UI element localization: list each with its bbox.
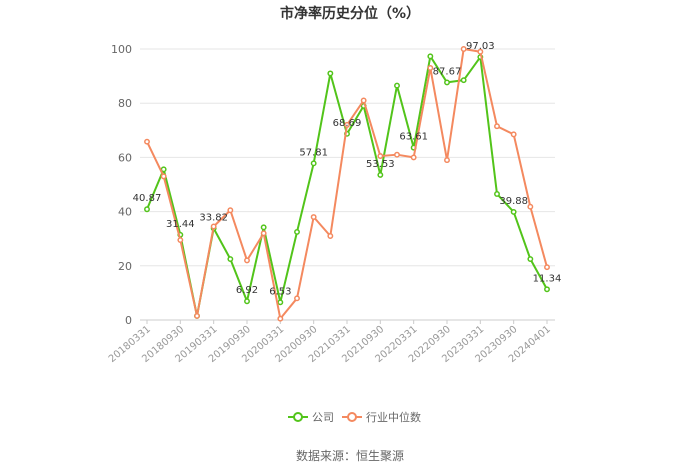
data-point xyxy=(244,298,250,305)
data-label: 39.88 xyxy=(499,196,528,207)
data-label: 11.34 xyxy=(533,273,562,284)
data-point xyxy=(177,237,184,244)
data-point xyxy=(310,160,317,167)
data-label: 87.67 xyxy=(433,66,462,77)
data-point xyxy=(294,228,300,235)
data-point xyxy=(227,207,234,214)
data-point xyxy=(510,131,517,138)
data-point xyxy=(410,154,417,161)
series-line-company xyxy=(146,55,548,317)
legend-label: 行业中位数 xyxy=(366,410,421,424)
data-point xyxy=(427,53,434,60)
data-point xyxy=(327,233,334,239)
data-point xyxy=(227,256,234,262)
data-point xyxy=(494,191,500,197)
data-point xyxy=(477,48,484,55)
y-tick-label: 60 xyxy=(118,151,132,164)
data-point xyxy=(527,203,534,210)
series-layer xyxy=(144,46,550,322)
data-point xyxy=(444,79,450,86)
data-point xyxy=(144,206,150,213)
data-point xyxy=(360,97,367,104)
data-label: 6.92 xyxy=(236,285,258,296)
data-point xyxy=(444,157,450,164)
data-point xyxy=(210,223,217,230)
data-label: 63.61 xyxy=(399,132,428,143)
data-label: 68.69 xyxy=(333,118,362,129)
data-point xyxy=(394,151,400,158)
legend-item-company[interactable]: 公司 xyxy=(288,411,334,424)
grid-lines xyxy=(140,48,555,321)
legend-item-industry-median[interactable]: 行业中位数 xyxy=(342,410,421,424)
y-tick-label: 100 xyxy=(111,43,132,56)
data-point xyxy=(527,256,534,262)
data-point xyxy=(260,224,267,231)
data-point xyxy=(194,312,200,319)
source-note: 数据来源：恒生聚源 xyxy=(296,448,404,463)
data-point xyxy=(377,171,384,178)
y-tick-label: 0 xyxy=(125,314,132,327)
legend[interactable]: 公司 行业中位数 xyxy=(288,410,421,424)
y-tick-label: 40 xyxy=(118,206,132,219)
data-point xyxy=(144,138,150,145)
data-point xyxy=(310,214,317,220)
data-label: 6.53 xyxy=(269,286,291,297)
legend-label: 公司 xyxy=(312,411,334,424)
series-line-industry-median xyxy=(146,48,548,320)
data-label: 33.82 xyxy=(199,212,228,223)
data-point xyxy=(277,315,284,322)
data-label: 97.03 xyxy=(466,41,495,52)
data-point xyxy=(244,257,250,264)
data-point xyxy=(427,65,434,71)
data-point xyxy=(494,123,500,130)
data-point xyxy=(377,153,384,159)
data-label: 53.53 xyxy=(366,159,395,170)
data-point xyxy=(544,286,550,293)
data-point xyxy=(460,77,467,84)
data-point xyxy=(544,264,550,271)
y-tick-label: 20 xyxy=(118,260,132,273)
data-point xyxy=(460,46,467,52)
legend-marker xyxy=(347,412,357,422)
y-axis: 0 20 40 60 80 100 xyxy=(111,43,132,327)
data-point xyxy=(394,82,400,89)
data-point xyxy=(160,173,167,180)
legend-marker xyxy=(293,412,303,422)
data-label: 40.87 xyxy=(133,193,162,204)
y-tick-label: 80 xyxy=(118,97,132,110)
data-point xyxy=(260,230,267,237)
data-point xyxy=(294,295,300,302)
x-axis: 2018033120180930201903312019093020200331… xyxy=(107,319,555,365)
data-point xyxy=(277,299,284,306)
data-labels: 40.87 31.44 33.82 6.92 6.53 57.81 68.69 53.53 63… xyxy=(133,41,562,297)
data-point xyxy=(160,166,167,173)
data-label: 31.44 xyxy=(166,219,195,230)
data-point xyxy=(510,208,517,215)
chart-title: 市净率历史分位（%） xyxy=(280,5,420,22)
data-point xyxy=(327,70,334,77)
data-label: 57.81 xyxy=(299,147,328,158)
data-point xyxy=(344,121,350,128)
